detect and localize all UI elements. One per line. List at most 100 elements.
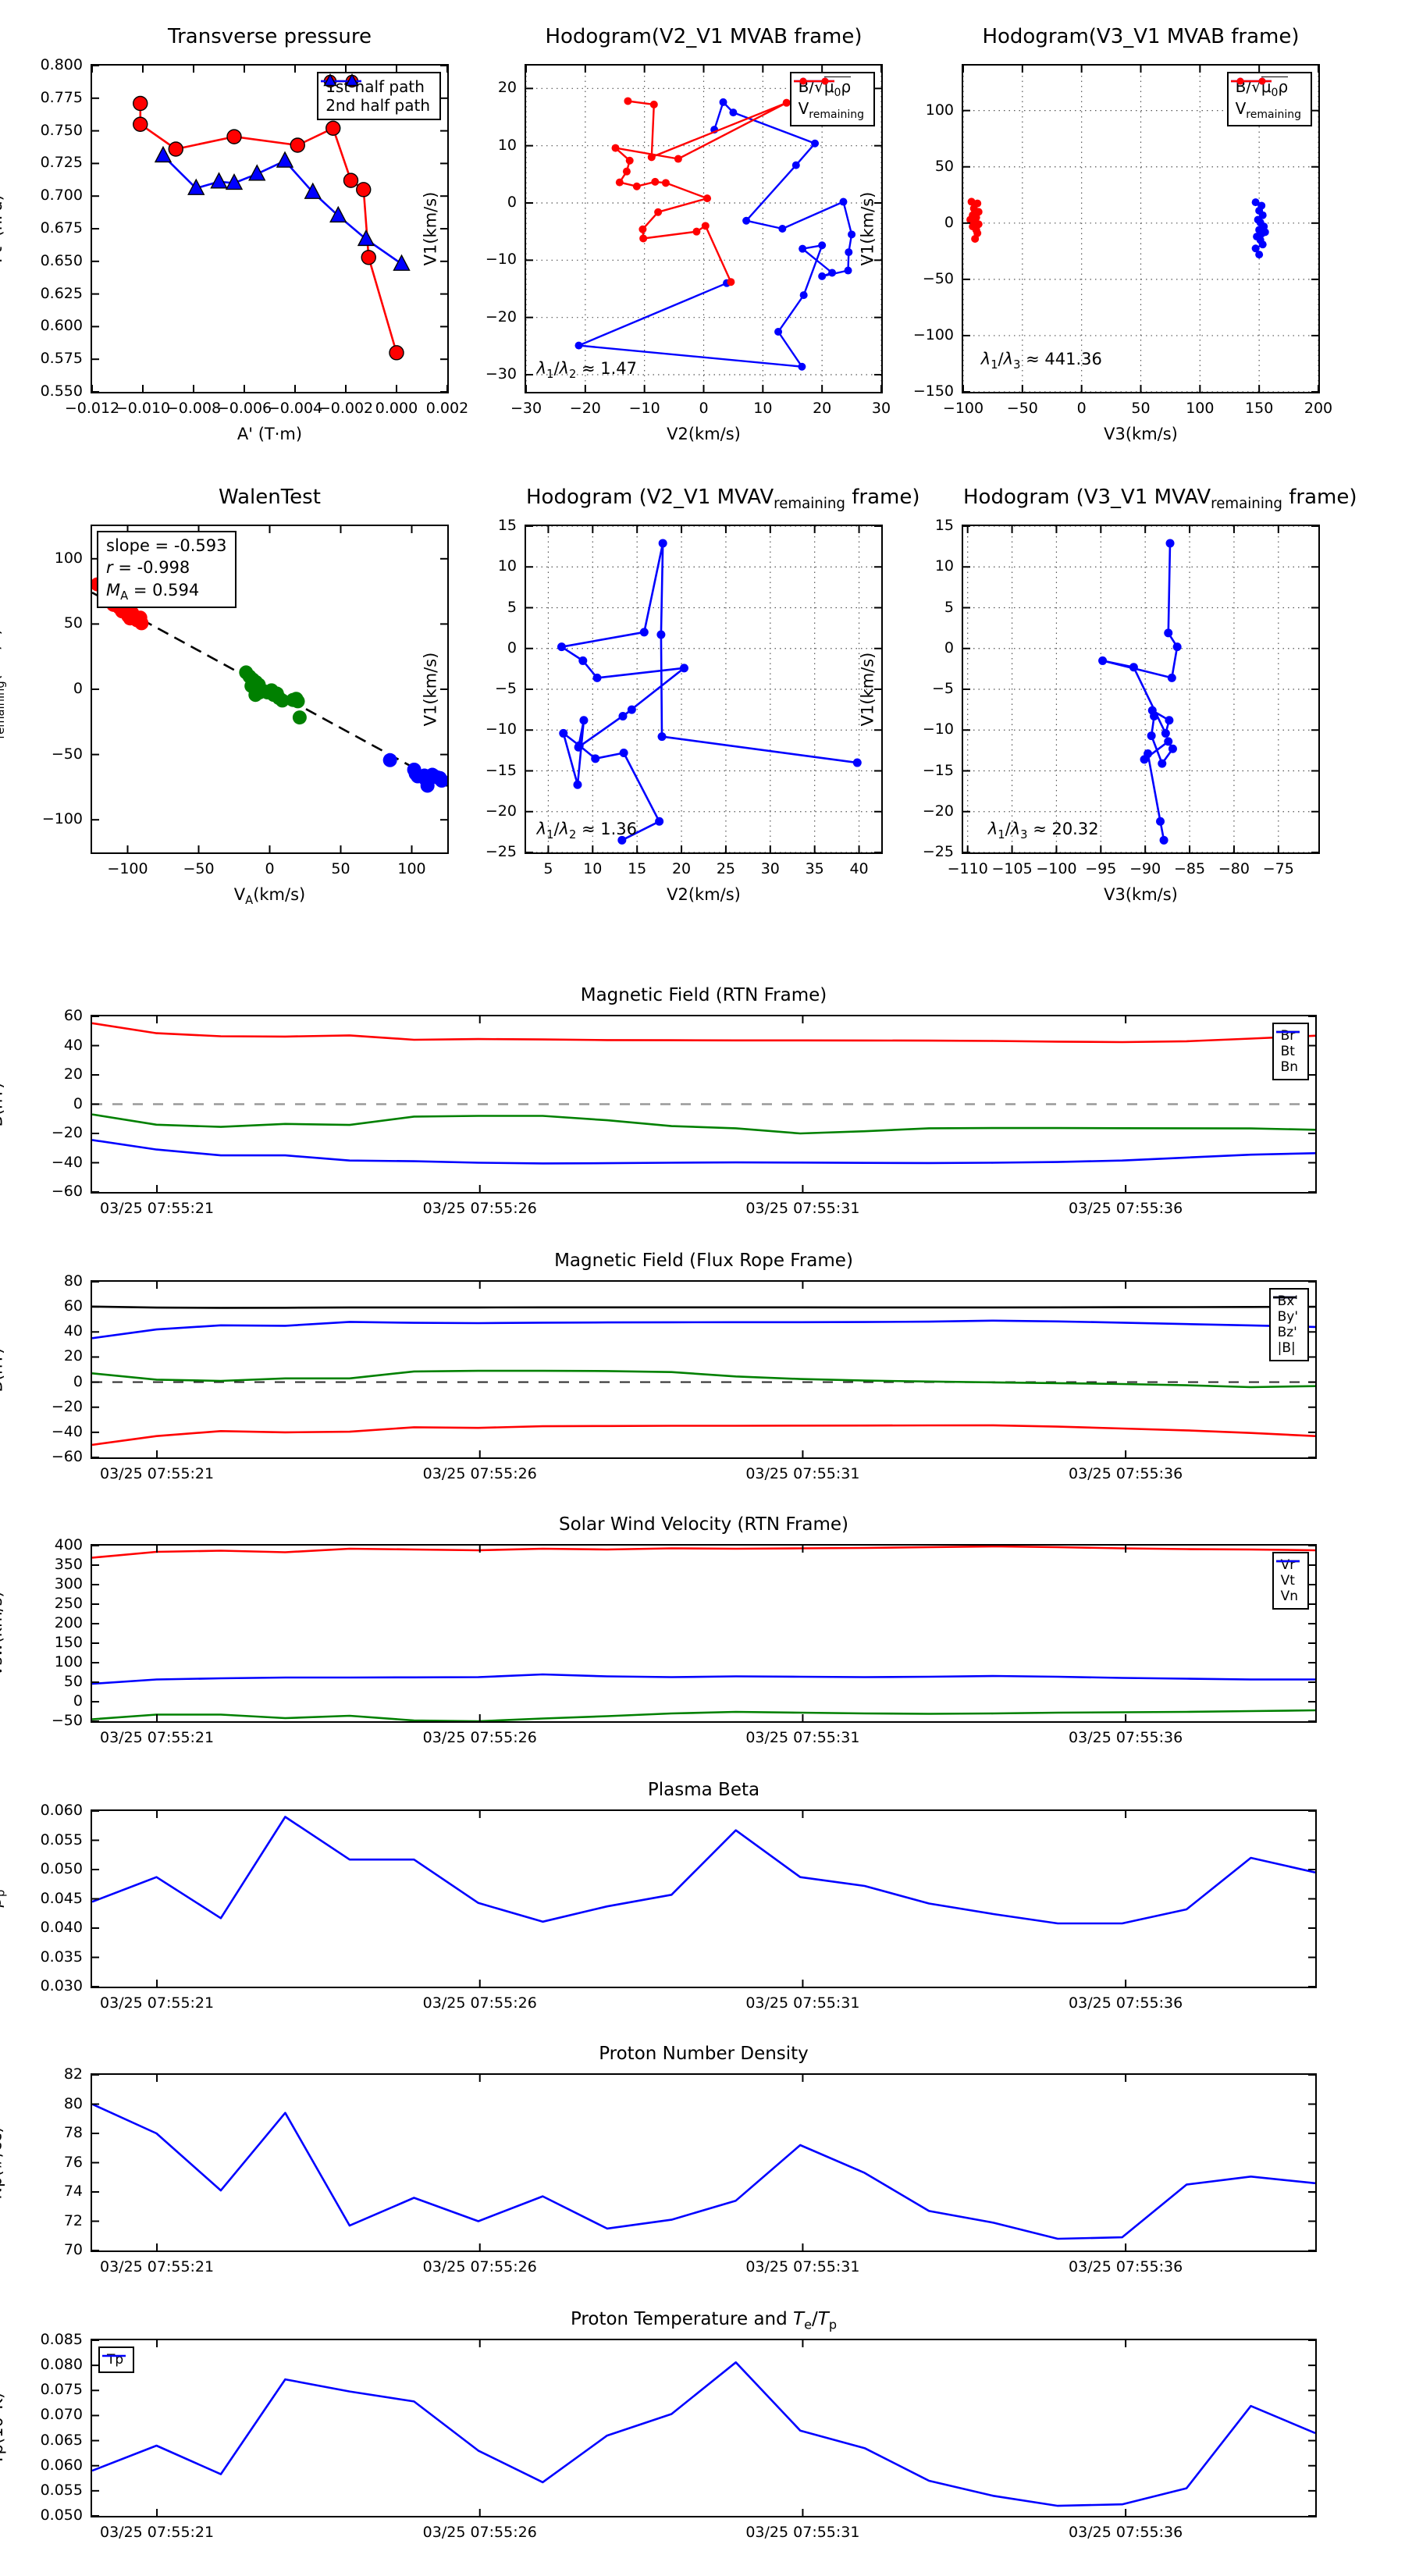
y-tick-label: 74 — [63, 2183, 83, 2200]
legend: 1st half path 2nd half path — [317, 72, 441, 120]
legend: Br Bt Bn — [1272, 1023, 1309, 1080]
y-tick-label: 80 — [63, 2094, 83, 2112]
y-tick-label: −100 — [912, 326, 954, 343]
x-axis-label: V3(km/s) — [1104, 425, 1178, 443]
x-tick-label: 100 — [397, 860, 426, 877]
legend-entry: Vremaining — [1230, 77, 1301, 121]
x-tick-label: −75 — [1262, 860, 1294, 877]
x-tick-label: 03/25 07:55:21 — [99, 1729, 215, 1746]
x-tick-label: −80 — [1218, 860, 1250, 877]
y-tick-label: 0.070 — [40, 2406, 83, 2424]
y-tick-label: 78 — [63, 2124, 83, 2141]
legend-entry: Bn — [1275, 1030, 1300, 1075]
y-tick-label: −40 — [51, 1422, 83, 1440]
legend-entry: Bt — [1275, 1030, 1300, 1059]
y-tick-label: 0 — [944, 213, 954, 231]
x-tick-label: 0.002 — [425, 400, 469, 417]
y-tick-label: 100 — [54, 1653, 83, 1670]
y-tick-label: 200 — [54, 1614, 83, 1631]
x-tick-label: −100 — [942, 400, 984, 417]
y-tick-label: 50 — [934, 157, 954, 175]
legend-entry: Vn — [1275, 1560, 1300, 1604]
x-tick-label: 03/25 07:55:36 — [1069, 2524, 1183, 2541]
legend-label: Bt — [1280, 1044, 1295, 1059]
x-tick-label: 20 — [671, 860, 692, 877]
y-tick-label: 40 — [63, 1322, 83, 1340]
y-tick-label: −25 — [485, 843, 517, 860]
x-axis-label: V2(km/s) — [667, 425, 741, 443]
plot-title: Hodogram(V2_V1 MVAB frame) — [545, 25, 863, 48]
legend-entry: Tp — [102, 2352, 126, 2368]
y-tick-label: 0.060 — [40, 1802, 83, 1819]
plot-hodogram-v2v1-mvab: Hodogram(V2_V1 MVAB frame) −30 −20 −10 0 10 20… — [421, 25, 891, 443]
y-tick-label: −15 — [922, 761, 954, 779]
x-tick-label: 0 — [1076, 400, 1087, 417]
plot-title: Hodogram (V2_V1 MVAVremaining frame) — [526, 486, 920, 513]
x-tick-label: 03/25 07:55:36 — [1069, 1729, 1183, 1746]
y-tick-label: 250 — [54, 1595, 83, 1612]
x-tick-label: −0.012 — [64, 400, 120, 417]
x-tick-label: 20 — [813, 400, 832, 417]
y-tick-label: 0 — [73, 1692, 83, 1710]
y-tick-label: −40 — [51, 1153, 83, 1171]
y-axis-label: Vremaining(km/s) — [0, 628, 8, 750]
y-tick-label: 0.030 — [40, 1977, 83, 1994]
plot-magnetic-field-rtn: Magnetic Field (RTN Frame) 03/25 07:55:21… — [0, 985, 1317, 1217]
y-tick-label: 0.775 — [40, 88, 83, 106]
y-tick-label: 0.050 — [40, 2507, 83, 2524]
x-tick-label: 03/25 07:55:31 — [745, 1994, 860, 2012]
x-tick-label: −90 — [1129, 860, 1161, 877]
x-tick-label: −0.004 — [267, 400, 323, 417]
x-tick-label: −0.002 — [318, 400, 374, 417]
annotation: λ1/λ2 ≈ 1.47 — [536, 359, 638, 382]
plot-title: Transverse pressure — [168, 25, 372, 48]
x-tick-label: −50 — [183, 860, 215, 877]
y-tick-label: 0.650 — [40, 251, 83, 269]
y-tick-label: 350 — [54, 1556, 83, 1573]
x-tick-label: −0.006 — [216, 400, 272, 417]
x-tick-label: 100 — [1186, 400, 1215, 417]
y-tick-label: 0 — [507, 639, 517, 656]
x-tick-label: 0 — [699, 400, 709, 417]
y-tick-label: −150 — [912, 382, 954, 400]
y-tick-label: 0.800 — [40, 56, 83, 73]
y-tick-label: 72 — [63, 2211, 83, 2229]
y-tick-label: 0.065 — [40, 2431, 83, 2449]
x-tick-label: 03/25 07:55:36 — [1069, 1465, 1183, 1482]
y-tick-label: 20 — [63, 1347, 83, 1365]
y-tick-label: 82 — [63, 2065, 83, 2083]
stats-line: MA = 0.594 — [106, 580, 200, 603]
x-tick-label: 150 — [1245, 400, 1274, 417]
x-tick-label: 10 — [753, 400, 773, 417]
x-tick-label: −10 — [628, 400, 660, 417]
legend-label: Vremaining — [1235, 99, 1301, 121]
x-axis-label: V3(km/s) — [1104, 885, 1178, 904]
stats-line: slope = -0.593 — [106, 536, 227, 555]
y-axis-label: Np(#/cc) — [0, 2126, 5, 2200]
y-tick-label: 0 — [73, 1094, 83, 1112]
y-tick-label: 70 — [63, 2241, 83, 2258]
y-tick-label: 0.045 — [40, 1889, 83, 1907]
x-tick-label: 03/25 07:55:26 — [422, 1994, 537, 2012]
y-tick-label: −5 — [494, 680, 517, 697]
legend-entry: Bz' — [1272, 1296, 1298, 1340]
y-tick-label: −20 — [51, 1124, 83, 1141]
y-tick-label: 0.700 — [40, 187, 83, 205]
plot-proton-density: Proton Number Density 03/25 07:55:21 03/25… — [0, 2044, 1317, 2275]
y-tick-label: −50 — [51, 745, 83, 763]
y-tick-label: 80 — [63, 1272, 83, 1290]
y-tick-label: −50 — [922, 269, 954, 287]
y-tick-label: 0 — [73, 680, 83, 697]
y-tick-label: −30 — [485, 365, 517, 382]
y-tick-label: 0.055 — [40, 1831, 83, 1848]
x-tick-label: 03/25 07:55:26 — [422, 1465, 537, 1482]
x-tick-label: 15 — [628, 860, 647, 877]
x-tick-label: 03/25 07:55:31 — [745, 1200, 860, 1217]
plot-title: Magnetic Field (Flux Rope Frame) — [554, 1251, 853, 1271]
y-tick-label: 50 — [63, 614, 83, 632]
x-tick-label: 03/25 07:55:21 — [99, 1200, 215, 1217]
y-tick-label: 0.750 — [40, 121, 83, 139]
plot-title: Proton Number Density — [599, 2044, 809, 2064]
y-tick-label: −25 — [922, 843, 954, 860]
y-tick-label: 0.625 — [40, 284, 83, 302]
